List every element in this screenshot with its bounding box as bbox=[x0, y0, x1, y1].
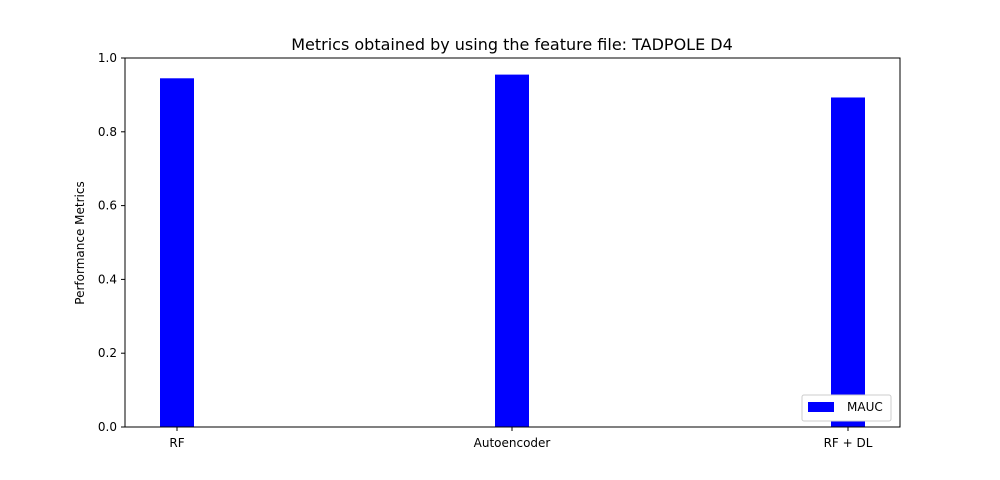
y-axis-label: Performance Metrics bbox=[73, 181, 87, 304]
x-tick-label: RF + DL bbox=[824, 436, 873, 450]
legend-box bbox=[801, 394, 892, 422]
y-tick-label: 0.6 bbox=[98, 199, 117, 213]
y-tick-label: 0.8 bbox=[98, 125, 117, 139]
bar-rf-dl bbox=[831, 97, 865, 427]
y-tick-label: 0.2 bbox=[98, 346, 117, 360]
x-tick-label: Autoencoder bbox=[474, 436, 551, 450]
y-axis-ticks: 0.0 0.2 0.4 0.6 0.8 1.0 bbox=[98, 51, 125, 434]
x-axis-ticks: RF Autoencoder RF + DL bbox=[169, 427, 873, 450]
legend: MAUC bbox=[801, 394, 892, 422]
legend-swatch-mauc bbox=[808, 402, 834, 412]
y-tick-label: 0.4 bbox=[98, 272, 117, 286]
y-tick-label: 0.0 bbox=[98, 420, 117, 434]
bars-group bbox=[160, 74, 865, 428]
chart-title: Metrics obtained by using the feature fi… bbox=[291, 35, 733, 54]
bar-autoencoder bbox=[495, 74, 529, 427]
x-tick-label: RF bbox=[169, 436, 184, 450]
bar-rf bbox=[160, 78, 194, 428]
y-tick-label: 1.0 bbox=[98, 51, 117, 65]
legend-label-mauc: MAUC bbox=[847, 400, 883, 414]
